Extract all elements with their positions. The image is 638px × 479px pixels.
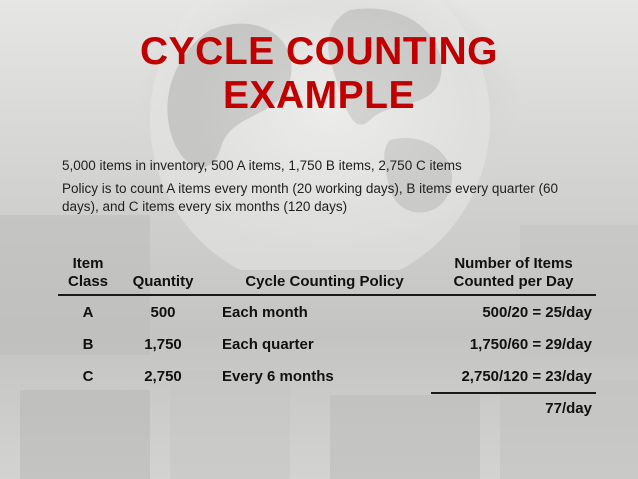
total-spacer — [58, 393, 118, 422]
table-row: A 500 Each month 500/20 = 25/day — [58, 295, 596, 328]
cell-rate: 500/20 = 25/day — [482, 303, 592, 321]
cell-policy: Every 6 months — [222, 368, 334, 385]
cell-class: C — [82, 368, 94, 385]
header-items-per-day-line1: Number of Items — [454, 255, 573, 272]
header-item-class: Item Class — [58, 255, 118, 296]
bullet-inventory: 5,000 items in inventory, 500 A items, 1… — [62, 158, 462, 173]
title-line-2: EXAMPLE — [222, 74, 416, 117]
table-row: B 1,750 Each quarter 1,750/60 = 29/day — [58, 328, 596, 360]
cell-quantity: 500 — [150, 303, 176, 321]
cell-quantity: 1,750 — [144, 335, 182, 353]
globe-image — [150, 0, 490, 270]
cell-class: B — [82, 335, 94, 353]
title-line-1: CYCLE COUNTING — [140, 30, 498, 73]
table-row: C 2,750 Every 6 months 2,750/120 = 23/da… — [58, 360, 596, 393]
header-quantity: Quantity — [118, 255, 208, 296]
page-title: CYCLE COUNTING EXAMPLE — [0, 30, 638, 118]
bullet-policy: Policy is to count A items every month (… — [62, 181, 558, 214]
table-header-row: Item Class Quantity Cycle Counting Polic… — [58, 255, 596, 296]
cell-rate: 1,750/60 = 29/day — [469, 335, 592, 353]
total-spacer — [118, 393, 208, 422]
total-row: 77/day — [58, 392, 596, 422]
cell-class: A — [82, 303, 94, 321]
cycle-counting-table: Item Class Quantity Cycle Counting Polic… — [58, 255, 596, 422]
total-spacer — [208, 393, 431, 422]
header-item-class-line1: Item — [72, 255, 104, 272]
cell-rate: 2,750/120 = 23/day — [461, 367, 592, 385]
total-items-per-day: 77/day — [431, 392, 596, 422]
cell-policy: Each quarter — [222, 335, 314, 353]
header-policy: Cycle Counting Policy — [208, 255, 431, 296]
header-item-class-line2: Class — [67, 273, 109, 290]
header-items-per-day-line2: Counted per Day — [453, 273, 574, 290]
header-items-per-day: Number of Items Counted per Day — [431, 255, 596, 296]
cell-quantity: 2,750 — [144, 368, 182, 385]
cell-policy: Each month — [222, 303, 308, 321]
